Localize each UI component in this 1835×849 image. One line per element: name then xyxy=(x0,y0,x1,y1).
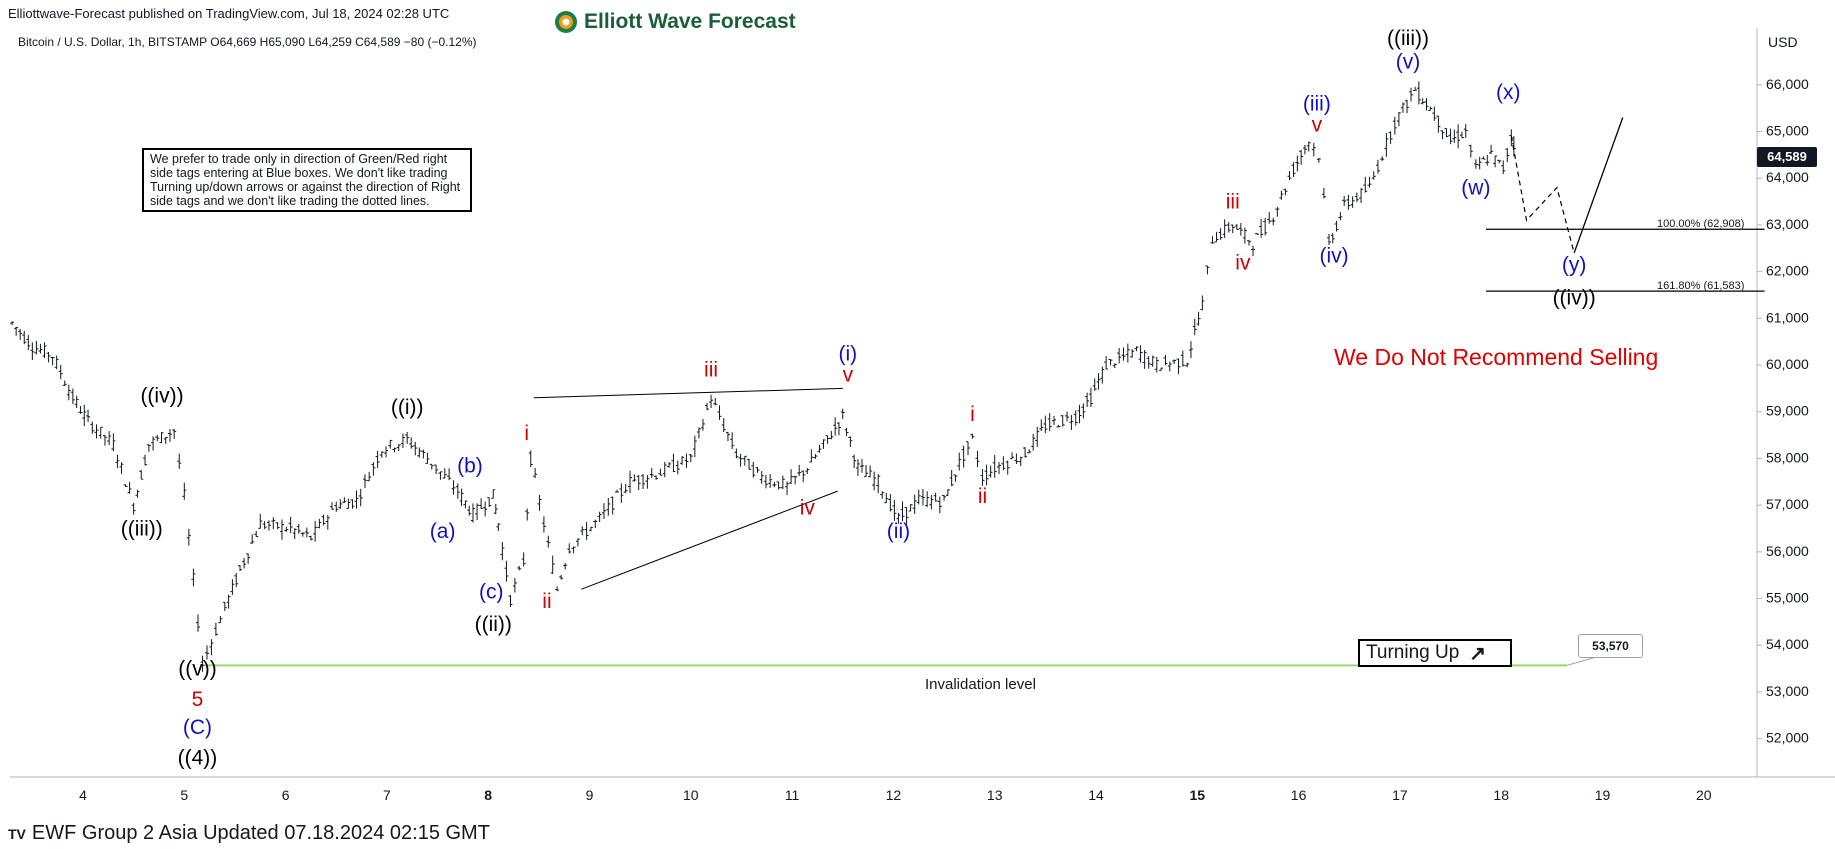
y-tick-label: 52,000 xyxy=(1766,730,1809,746)
y-tick-label: 53,000 xyxy=(1766,683,1809,699)
footer-text: EWF Group 2 Asia Updated 07.18.2024 02:1… xyxy=(31,822,490,844)
y-tick-label: 60,000 xyxy=(1766,356,1809,372)
wave-label: i xyxy=(524,422,529,445)
currency-label[interactable]: USD xyxy=(1768,34,1798,50)
wave-label: (iv) xyxy=(1319,244,1348,267)
y-tick-label: 56,000 xyxy=(1766,543,1809,559)
wave-label: iv xyxy=(1235,251,1251,274)
x-tick-label: 6 xyxy=(282,787,290,803)
turning-up-label: Turning Up xyxy=(1366,642,1460,663)
x-tick-label: 8 xyxy=(484,787,492,803)
trading-note: We prefer to trade only in direction of … xyxy=(142,148,472,212)
x-tick-label: 16 xyxy=(1291,787,1307,803)
wave-label: ((v)) xyxy=(178,658,216,681)
wave-label: v xyxy=(1312,114,1323,137)
x-tick-label: 11 xyxy=(785,787,800,803)
y-tick-label: 64,000 xyxy=(1766,169,1809,185)
wave-label: (x) xyxy=(1496,81,1521,104)
projection-dotted xyxy=(1510,136,1575,254)
channel-line xyxy=(581,490,838,590)
x-tick-label: 12 xyxy=(886,787,902,803)
x-tick-label: 9 xyxy=(586,787,594,803)
arrow-up-right-icon: ↗ xyxy=(1469,642,1487,665)
y-tick-label: 59,000 xyxy=(1766,403,1809,419)
x-tick-label: 18 xyxy=(1493,787,1509,803)
wave-label: (b) xyxy=(457,454,483,477)
wave-label: ((4)) xyxy=(178,746,218,769)
published-header: Elliottwave-Forecast published on Tradin… xyxy=(8,6,450,21)
y-tick-label: 57,000 xyxy=(1766,496,1809,512)
current-price-tag: 64,589 xyxy=(1757,147,1817,167)
wave-label: ((iv)) xyxy=(140,384,183,407)
projection-solid xyxy=(1573,117,1624,254)
ewf-logo-icon xyxy=(555,11,577,33)
wave-label: ((iii)) xyxy=(121,517,163,540)
y-tick-label: 61,000 xyxy=(1766,309,1809,325)
wave-label: ii xyxy=(542,590,551,613)
wave-label: iv xyxy=(800,496,816,519)
wave-label: (ii) xyxy=(887,520,910,543)
y-tick-label: 63,000 xyxy=(1766,216,1809,232)
wave-label: v xyxy=(843,363,854,386)
channel-line xyxy=(533,387,843,399)
x-tick-label: 14 xyxy=(1088,787,1104,803)
x-tick-label: 19 xyxy=(1595,787,1611,803)
wave-label: (c) xyxy=(479,581,504,604)
wave-label: iii xyxy=(704,359,718,382)
tradingview-logo-icon: TV xyxy=(8,825,26,842)
brand-logo: Elliott Wave Forecast xyxy=(554,10,796,34)
wave-label: (w) xyxy=(1461,177,1490,200)
invalidation-label: Invalidation level xyxy=(925,676,1036,693)
y-tick-label: 66,000 xyxy=(1766,76,1809,92)
y-tick-label: 54,000 xyxy=(1766,636,1809,652)
wave-label: iii xyxy=(1226,191,1240,214)
footer: TV EWF Group 2 Asia Updated 07.18.2024 0… xyxy=(8,822,490,845)
wave-label: (C) xyxy=(183,716,212,739)
x-tick-label: 15 xyxy=(1190,787,1206,803)
wave-label: ((iv)) xyxy=(1553,286,1596,309)
wave-label: ((ii)) xyxy=(475,613,512,636)
x-tick-label: 5 xyxy=(180,787,188,803)
x-tick-label: 7 xyxy=(383,787,391,803)
x-tick-label: 4 xyxy=(79,787,87,803)
y-tick-label: 65,000 xyxy=(1766,123,1809,139)
wave-label: ((i)) xyxy=(391,396,424,419)
y-tick-label: 58,000 xyxy=(1766,449,1809,465)
wave-label: (i) xyxy=(838,342,857,365)
x-tick-label: 10 xyxy=(683,787,699,803)
wave-label: 5 xyxy=(192,688,204,711)
wave-label: (v) xyxy=(1396,50,1421,73)
x-tick-label: 17 xyxy=(1392,787,1408,803)
symbol-info: Bitcoin / U.S. Dollar, 1h, BITSTAMP O64,… xyxy=(18,35,477,49)
fib-100-label: 100.00% (62,908) xyxy=(1657,218,1745,230)
turning-up-badge: Turning Up ↗ xyxy=(1358,639,1512,667)
wave-label: ii xyxy=(978,485,987,508)
y-tick-label: 55,000 xyxy=(1766,590,1809,606)
y-tick-label: 62,000 xyxy=(1766,263,1809,279)
wave-label: ((iii)) xyxy=(1387,27,1429,50)
wave-label: (a) xyxy=(430,520,456,543)
x-tick-label: 20 xyxy=(1696,787,1712,803)
recommendation-text: We Do Not Recommend Selling xyxy=(1334,344,1659,370)
fib-161-label: 161.80% (61,583) xyxy=(1657,280,1745,292)
brand-name: Elliott Wave Forecast xyxy=(584,10,796,33)
wave-label: i xyxy=(970,403,975,426)
wave-label: (y) xyxy=(1562,254,1587,277)
invalidation-price-tag: 53,570 xyxy=(1578,634,1643,658)
wave-label: (iii) xyxy=(1303,93,1331,116)
x-tick-label: 13 xyxy=(987,787,1003,803)
